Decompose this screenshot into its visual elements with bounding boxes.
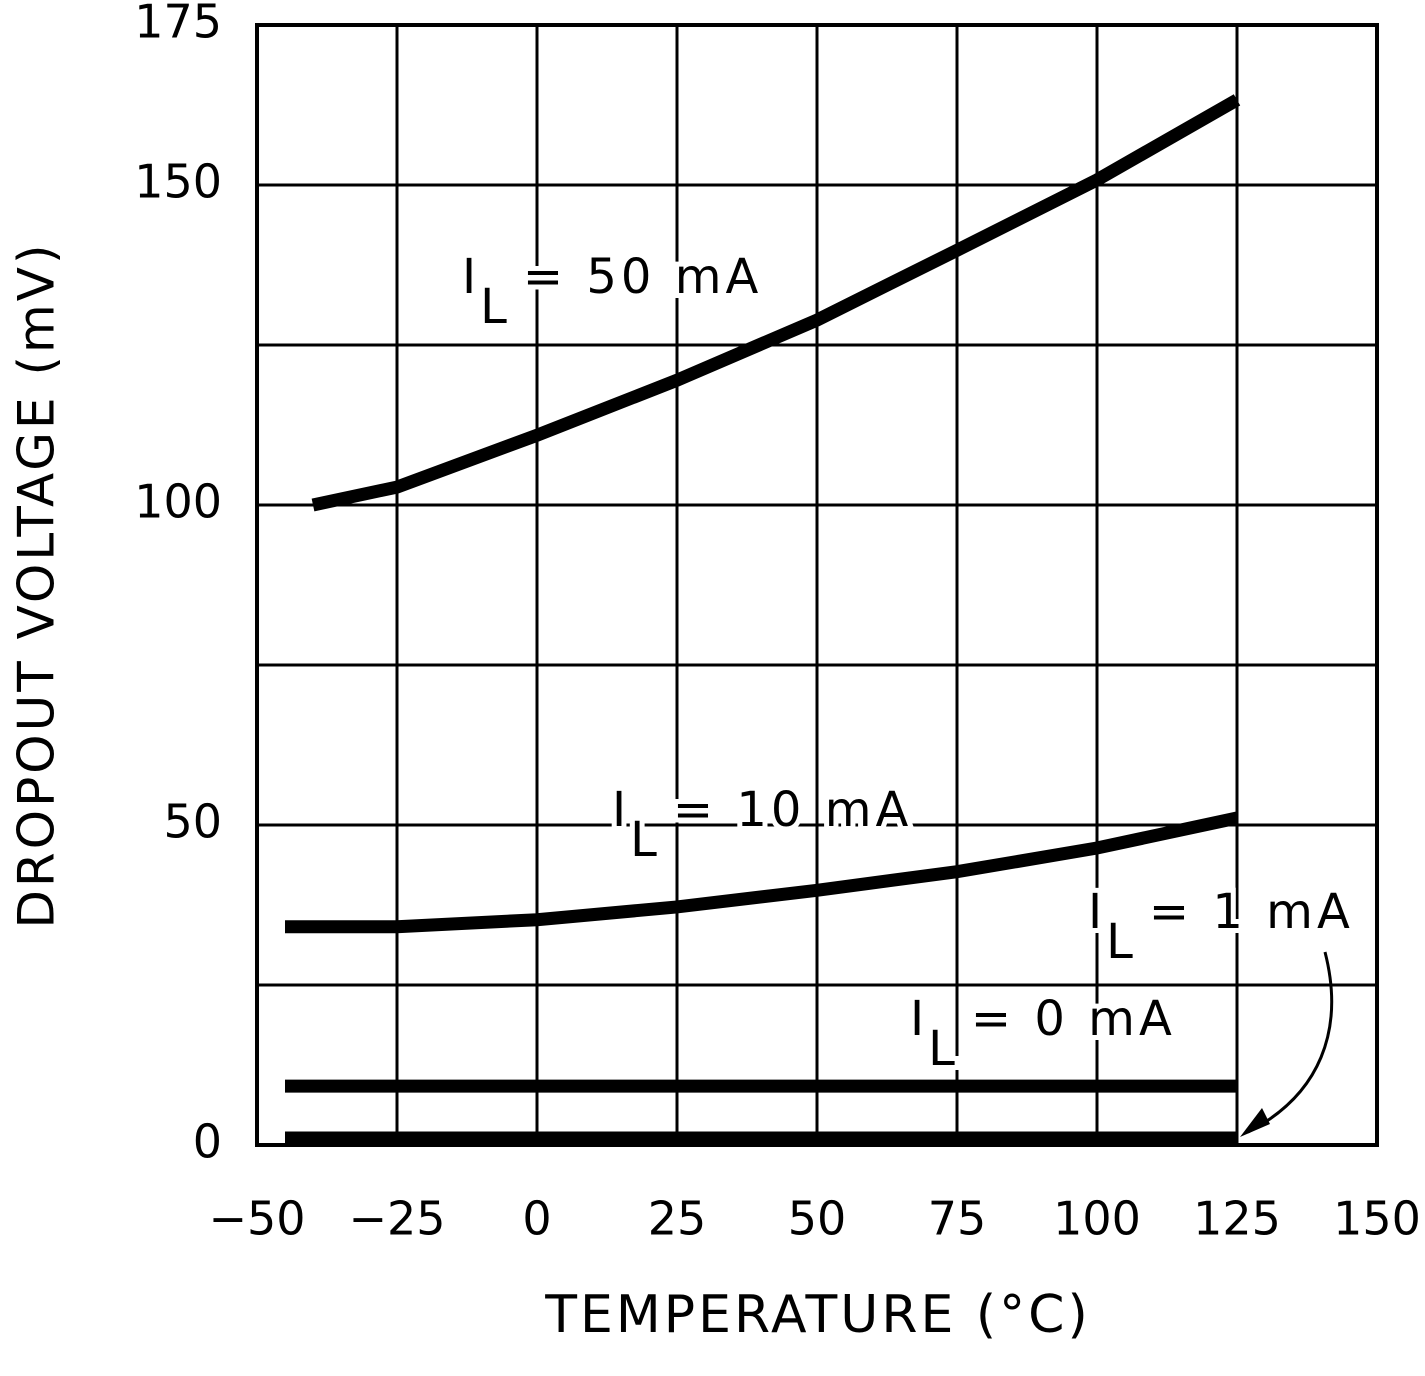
x-tick-label: 150 [1333, 1192, 1421, 1246]
series-label: IL= 10 mA [612, 782, 912, 868]
label-main: I [612, 782, 630, 838]
series-label: IL= 50 mA [462, 249, 762, 335]
label-sub: L [630, 812, 661, 868]
series-label: IL= 0 mA [910, 991, 1176, 1077]
y-tick-label: 0 [193, 1115, 222, 1169]
x-tick-label: 75 [928, 1192, 987, 1246]
label-sub: L [1106, 914, 1137, 970]
label-sub: L [480, 279, 511, 335]
x-tick-label: 25 [648, 1192, 707, 1246]
label-main: I [462, 249, 480, 305]
x-tick-label: 0 [522, 1192, 551, 1246]
label-rest: = 50 mA [523, 249, 762, 305]
label-main: I [1088, 884, 1106, 940]
label-sub: L [928, 1021, 959, 1077]
y-tick-label: 175 [134, 0, 222, 49]
plot-frame [255, 23, 1379, 1147]
arrow-head [1240, 1108, 1270, 1137]
label-rest: = 0 mA [971, 991, 1176, 1047]
label-rest: = 1 mA [1149, 884, 1354, 940]
x-tick-label: −25 [348, 1192, 445, 1246]
x-axis-title: TEMPERATURE (°C) [544, 1285, 1090, 1345]
label-main: I [910, 991, 928, 1047]
series-line [311, 94, 1241, 512]
y-tick-label: 150 [134, 155, 222, 209]
x-tick-label: 100 [1053, 1192, 1141, 1246]
x-tick-label: 50 [788, 1192, 847, 1246]
y-axis-title: DROPOUT VOLTAGE (mV) [8, 242, 66, 929]
series-line [285, 811, 1239, 934]
y-tick-label: 100 [134, 475, 222, 529]
series-label: IL= 1 mA [1088, 884, 1354, 970]
x-tick-label: 125 [1193, 1192, 1281, 1246]
x-tick-label: −50 [208, 1192, 305, 1246]
arrow [1247, 951, 1334, 1134]
label-rest: = 10 mA [673, 782, 912, 838]
y-tick-label: 50 [163, 795, 222, 849]
